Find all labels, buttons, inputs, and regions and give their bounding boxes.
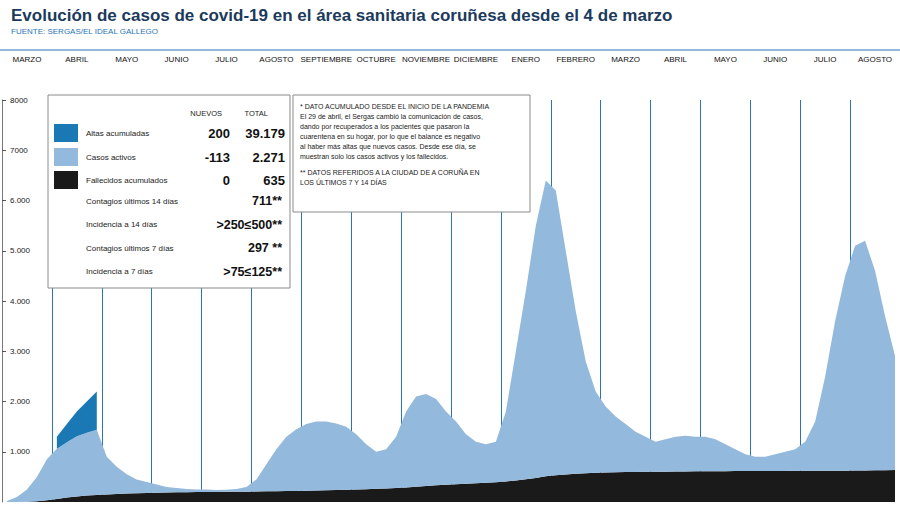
svg-text:Altas acumuladas: Altas acumuladas bbox=[86, 129, 149, 138]
svg-text:Incidencia a 7 días: Incidencia a 7 días bbox=[86, 267, 153, 276]
svg-text:3.000: 3.000 bbox=[10, 347, 31, 356]
svg-text:al haber más altas que nuevos: al haber más altas que nuevos casos. Des… bbox=[300, 143, 476, 151]
svg-text:** DATOS REFERIDOS A LA CIUDAD: ** DATOS REFERIDOS A LA CIUDAD DE A CORU… bbox=[300, 168, 479, 176]
svg-text:4.000: 4.000 bbox=[10, 297, 31, 306]
svg-text:dando por recuperados a los pa: dando por recuperados a los pacientes qu… bbox=[300, 123, 469, 131]
svg-text:SEPTIEMBRE: SEPTIEMBRE bbox=[300, 55, 352, 64]
svg-text:JULIO: JULIO bbox=[814, 55, 837, 64]
svg-text:39.179: 39.179 bbox=[245, 126, 285, 141]
svg-text:OCTUBRE: OCTUBRE bbox=[357, 55, 396, 64]
svg-text:FEBRERO: FEBRERO bbox=[556, 55, 595, 64]
svg-text:1.000: 1.000 bbox=[10, 447, 31, 456]
svg-text:ABRIL: ABRIL bbox=[664, 55, 688, 64]
svg-text:FUENTE: SERGAS/EL IDEAL GALLEG: FUENTE: SERGAS/EL IDEAL GALLEGO bbox=[11, 27, 158, 36]
svg-text:200: 200 bbox=[208, 126, 230, 141]
svg-text:JUNIO: JUNIO bbox=[763, 55, 787, 64]
svg-text:LOS ÚLTIMOS 7 Y 14 DÍAS: LOS ÚLTIMOS 7 Y 14 DÍAS bbox=[300, 178, 387, 186]
svg-text:ABRIL: ABRIL bbox=[65, 55, 89, 64]
svg-text:NUEVOS: NUEVOS bbox=[190, 109, 222, 118]
svg-text:MAYO: MAYO bbox=[115, 55, 138, 64]
svg-text:MARZO: MARZO bbox=[611, 55, 640, 64]
svg-text:NOVIEMBRE: NOVIEMBRE bbox=[402, 55, 450, 64]
svg-text:7000: 7000 bbox=[10, 146, 28, 155]
svg-text:MAYO: MAYO bbox=[714, 55, 737, 64]
svg-text:JUNIO: JUNIO bbox=[165, 55, 189, 64]
svg-text:Evolución de casos de covid-19: Evolución de casos de covid-19 en el áre… bbox=[11, 6, 672, 25]
svg-text:Incidencia a 14 días: Incidencia a 14 días bbox=[86, 220, 157, 229]
svg-text:AGOSTO: AGOSTO bbox=[858, 55, 892, 64]
svg-text:711**: 711** bbox=[252, 194, 282, 208]
svg-text:MARZO: MARZO bbox=[12, 55, 41, 64]
svg-text:297 **: 297 ** bbox=[248, 241, 282, 255]
svg-text:>250≤500**: >250≤500** bbox=[216, 218, 282, 232]
svg-text:Contagios últimos 14 días: Contagios últimos 14 días bbox=[86, 197, 178, 206]
svg-text:6.000: 6.000 bbox=[10, 196, 31, 205]
svg-text:5.000: 5.000 bbox=[10, 246, 31, 255]
svg-text:* DATO ACUMULADO DESDE EL INIC: * DATO ACUMULADO DESDE EL INICIO DE LA P… bbox=[300, 103, 490, 110]
svg-text:muestran solo los casos activo: muestran solo los casos activos y los fa… bbox=[300, 153, 448, 161]
svg-text:635: 635 bbox=[263, 173, 285, 188]
svg-text:TOTAL: TOTAL bbox=[245, 109, 268, 118]
svg-text:Casos activos: Casos activos bbox=[86, 153, 136, 162]
svg-text:8000: 8000 bbox=[10, 96, 28, 105]
svg-text:El 29 de abril, el Sergas camb: El 29 de abril, el Sergas cambió la comu… bbox=[300, 113, 483, 121]
svg-text:>75≤125**: >75≤125** bbox=[223, 265, 282, 279]
svg-text:cuarentena en su hogar, por lo: cuarentena en su hogar, por lo que el ba… bbox=[300, 133, 480, 141]
svg-text:Contagios últimos 7 días: Contagios últimos 7 días bbox=[86, 244, 174, 253]
svg-text:AGOSTO: AGOSTO bbox=[259, 55, 293, 64]
svg-text:2.271: 2.271 bbox=[252, 150, 285, 165]
svg-text:ENERO: ENERO bbox=[512, 55, 540, 64]
svg-text:Fallecidos acumulados: Fallecidos acumulados bbox=[86, 176, 167, 185]
svg-text:2.000: 2.000 bbox=[10, 397, 31, 406]
svg-text:JULIO: JULIO bbox=[215, 55, 238, 64]
svg-text:-113: -113 bbox=[205, 150, 230, 165]
svg-text:DICIEMBRE: DICIEMBRE bbox=[454, 55, 498, 64]
svg-text:0: 0 bbox=[223, 173, 230, 188]
